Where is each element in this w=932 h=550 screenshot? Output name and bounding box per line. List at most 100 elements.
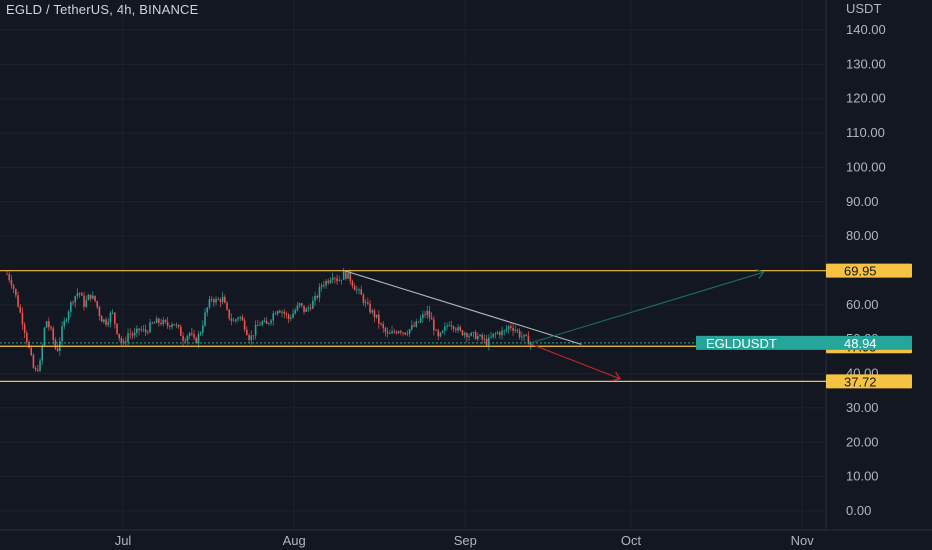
candle-body (523, 334, 525, 337)
candle-body (140, 329, 143, 331)
candle-body (400, 331, 402, 333)
candle-body (358, 289, 360, 291)
candle-body (54, 339, 57, 349)
candle-body (177, 324, 180, 327)
candle-body (507, 326, 510, 330)
x-tick-label: Oct (621, 533, 642, 548)
candle-body (173, 324, 176, 326)
candle-body (419, 318, 422, 323)
candle-body (96, 301, 99, 308)
candle-body (516, 329, 519, 331)
y-tick-label: 100.00 (846, 159, 886, 174)
candle-body (180, 326, 182, 336)
level-tag-label: 37.72 (844, 374, 877, 389)
candle-body (439, 332, 442, 337)
candle-body (204, 312, 206, 326)
candle-body (72, 302, 74, 304)
chart-title: EGLD / TetherUS, 4h, BINANCE (6, 2, 199, 17)
candle-body (406, 333, 409, 335)
level-tag (826, 374, 912, 389)
price-axis[interactable]: 0.0010.0020.0030.0040.0050.0060.0070.008… (846, 1, 886, 518)
candle-body (30, 347, 33, 356)
x-tick-label: Aug (283, 533, 306, 548)
candle-body (393, 331, 396, 333)
candle-body (257, 325, 259, 326)
candle-body (430, 317, 433, 320)
candle-body (512, 327, 514, 331)
candle-body (298, 303, 301, 306)
candle-body (147, 332, 149, 333)
candle-body (186, 335, 189, 341)
grid (0, 0, 932, 531)
level-tag-label: 69.95 (844, 264, 877, 279)
candle-body (408, 329, 411, 334)
candle-body (413, 325, 415, 327)
candle-body (334, 277, 336, 279)
candle-body (452, 326, 455, 329)
candle-body (283, 311, 286, 314)
candle-body (37, 369, 39, 371)
candle-body (296, 305, 299, 311)
time-axis[interactable]: Jul Aug Sep Oct Nov (115, 533, 815, 548)
candle-body (529, 342, 532, 345)
candle-body (182, 335, 184, 341)
candle-body (138, 328, 140, 331)
candle-body (325, 280, 327, 286)
candle-body (98, 307, 101, 317)
candle-body (12, 285, 15, 289)
candle-body (455, 328, 457, 331)
candle-body (314, 295, 316, 301)
candle-body (6, 273, 8, 275)
candle-body (309, 307, 312, 309)
candle-body (142, 329, 145, 331)
candle-body (129, 333, 132, 335)
candle-body (477, 336, 479, 340)
y-tick-label: 60.00 (846, 297, 879, 312)
candle-body (162, 319, 165, 325)
candle-body (389, 333, 391, 335)
candle-body (446, 325, 448, 327)
candle-body (395, 332, 398, 334)
y-tick-label: 80.00 (846, 228, 879, 243)
candle-body (373, 310, 376, 318)
last-price-tag (696, 335, 912, 350)
candle-body (89, 294, 92, 299)
candle-body (197, 334, 200, 344)
candle-body (103, 319, 105, 322)
candle-body (525, 334, 528, 336)
candle-body (254, 325, 257, 336)
candle-body (76, 293, 79, 297)
candle-body (505, 329, 508, 331)
candle-body (92, 295, 94, 299)
candle-body (151, 322, 154, 324)
candle-body (301, 303, 303, 306)
candle-body (221, 296, 224, 302)
candle-body (226, 302, 228, 310)
candle-body (48, 321, 50, 328)
candle-body (193, 334, 195, 338)
candle-body (199, 332, 202, 335)
candle-body (81, 293, 83, 296)
candle-body (109, 312, 112, 323)
candle-body (481, 334, 484, 340)
candle-body (217, 299, 220, 300)
candle-body (307, 307, 310, 309)
candle-body (340, 279, 343, 281)
candle-body (239, 317, 242, 318)
candle-body (125, 341, 127, 343)
candle-body (338, 280, 341, 282)
candle-body (45, 321, 48, 328)
arrow-head (612, 371, 621, 382)
horizontal-levels (0, 270, 826, 383)
candle-body (272, 313, 275, 321)
candle-body (488, 337, 490, 346)
candle-body (386, 332, 389, 334)
candle-body (118, 333, 121, 339)
candle-body (353, 285, 356, 291)
candle-body (384, 328, 387, 333)
candle-body (52, 328, 55, 340)
y-tick-label: 0.00 (846, 503, 871, 518)
candle-body (208, 299, 211, 308)
candle-body (316, 295, 319, 298)
